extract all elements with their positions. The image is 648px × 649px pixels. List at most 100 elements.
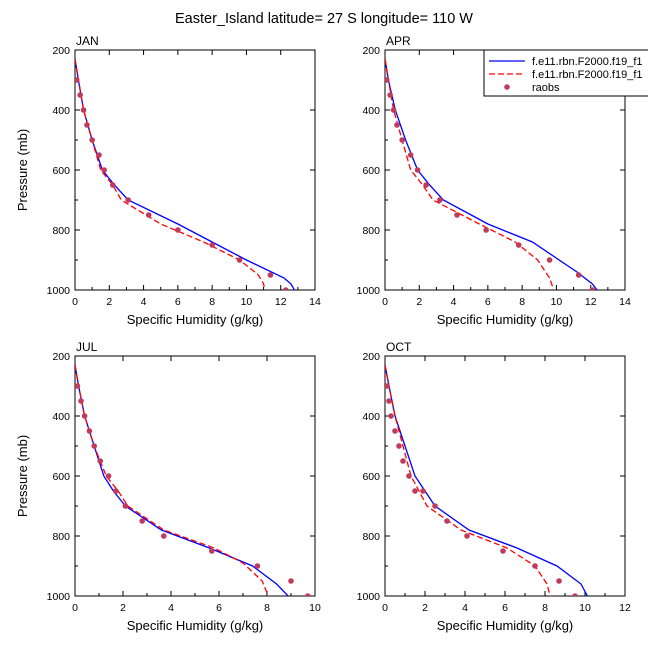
raobs-point	[392, 428, 398, 434]
raobs-point	[75, 77, 80, 83]
y-axis-label: Pressure (mb)	[15, 435, 30, 517]
raobs-point	[86, 428, 93, 434]
y-tick-label: 400	[362, 411, 380, 423]
x-tick-label: 6	[175, 296, 181, 308]
x-tick-label: 14	[619, 296, 631, 308]
x-tick-label: 0	[382, 602, 388, 614]
x-tick-label: 2	[106, 296, 112, 308]
x-tick-label: 10	[241, 296, 253, 308]
y-tick-label: 1000	[357, 285, 381, 297]
raobs-point	[81, 413, 88, 419]
x-tick-label: 4	[168, 602, 174, 614]
raobs-point	[97, 458, 103, 464]
raobs-point	[80, 107, 87, 113]
y-tick-label: 1000	[47, 285, 71, 297]
legend-box	[483, 49, 648, 97]
y-tick-label: 400	[362, 105, 380, 117]
raobs-point	[75, 383, 81, 389]
raobs-point	[386, 398, 392, 404]
raobs-point	[109, 182, 116, 188]
x-tick-label: 0	[72, 602, 78, 614]
x-tick-label: 4	[141, 296, 147, 308]
x-tick-label: 8	[519, 296, 525, 308]
y-tick-label: 800	[52, 225, 70, 237]
raobs-point	[432, 503, 438, 509]
x-tick-label: 10	[309, 602, 321, 614]
y-tick-label: 600	[362, 165, 380, 177]
raobs-point	[414, 167, 421, 173]
panel-label-oct: OCT	[386, 340, 412, 354]
raobs-point	[78, 398, 84, 404]
x-tick-label: 0	[72, 296, 78, 308]
model-line-solid	[385, 364, 589, 596]
raobs-point	[385, 383, 390, 389]
raobs-point	[464, 533, 470, 539]
series-group	[385, 58, 598, 290]
x-tick-label: 2	[416, 296, 422, 308]
x-tick-label: 12	[275, 296, 287, 308]
raobs-point	[400, 458, 406, 464]
x-tick-label: 6	[216, 602, 222, 614]
raobs-point	[396, 443, 402, 449]
y-tick-label: 200	[362, 45, 380, 57]
raobs-point	[556, 578, 562, 584]
series-group	[385, 364, 589, 596]
panel-label-jul: JUL	[76, 340, 98, 354]
legend-label: raobs	[532, 82, 560, 94]
x-tick-label: 4	[451, 296, 457, 308]
raobs-point	[101, 167, 107, 173]
series-group	[75, 58, 296, 290]
plot-frame-oct	[384, 355, 626, 597]
raobs-point	[589, 287, 596, 290]
x-tick-label: 8	[264, 602, 270, 614]
raobs-point	[139, 518, 145, 524]
raobs-point	[89, 137, 95, 143]
panel-label-apr: APR	[386, 34, 411, 48]
raobs-point	[483, 227, 489, 233]
raobs-point	[267, 272, 274, 278]
x-tick-label: 6	[485, 296, 491, 308]
y-tick-label: 400	[52, 105, 70, 117]
raobs-point	[385, 77, 390, 83]
model-line-dashed	[75, 58, 266, 290]
raobs-point	[145, 212, 152, 218]
legend-marker-raobs	[504, 84, 510, 90]
x-tick-label: 12	[585, 296, 597, 308]
x-tick-label: 14	[309, 296, 321, 308]
raobs-point	[399, 137, 405, 143]
raobs-point	[407, 152, 414, 158]
raobs-point	[254, 563, 261, 569]
x-tick-label: 6	[502, 602, 508, 614]
y-tick-label: 600	[362, 471, 380, 483]
raobs-point	[394, 122, 400, 128]
raobs-point	[209, 242, 215, 248]
raobs-point	[305, 593, 311, 596]
y-tick-label: 200	[362, 351, 380, 363]
x-axis-label: Specific Humidity (g/kg)	[127, 618, 264, 633]
raobs-point	[406, 473, 412, 479]
raobs-point	[575, 272, 582, 278]
raobs-point	[288, 578, 294, 584]
model-line-dashed	[75, 364, 269, 596]
x-tick-label: 12	[619, 602, 631, 614]
model-line-dashed	[385, 364, 551, 596]
raobs-point	[161, 533, 167, 539]
raobs-point	[390, 107, 397, 113]
raobs-point	[532, 563, 538, 569]
model-line-dashed	[385, 58, 555, 290]
raobs-point	[122, 503, 129, 509]
raobs-point	[437, 197, 443, 203]
x-axis-label: Specific Humidity (g/kg)	[437, 618, 574, 633]
y-tick-label: 1000	[357, 591, 381, 603]
x-tick-label: 2	[422, 602, 428, 614]
raobs-point	[236, 257, 243, 263]
panel-jul: 0 2 4 6 8 10 200 400 600 800 1000 Specific Humidity…	[15, 340, 321, 633]
plot-frame-jan	[74, 49, 316, 291]
legend: f.e11.rbn.F2000.f19_f1f.e11.rbn.F2000.f1…	[483, 49, 648, 97]
raobs-point	[84, 122, 90, 128]
raobs-point	[444, 518, 450, 524]
raobs-point	[515, 242, 522, 248]
raobs-point	[423, 182, 429, 188]
